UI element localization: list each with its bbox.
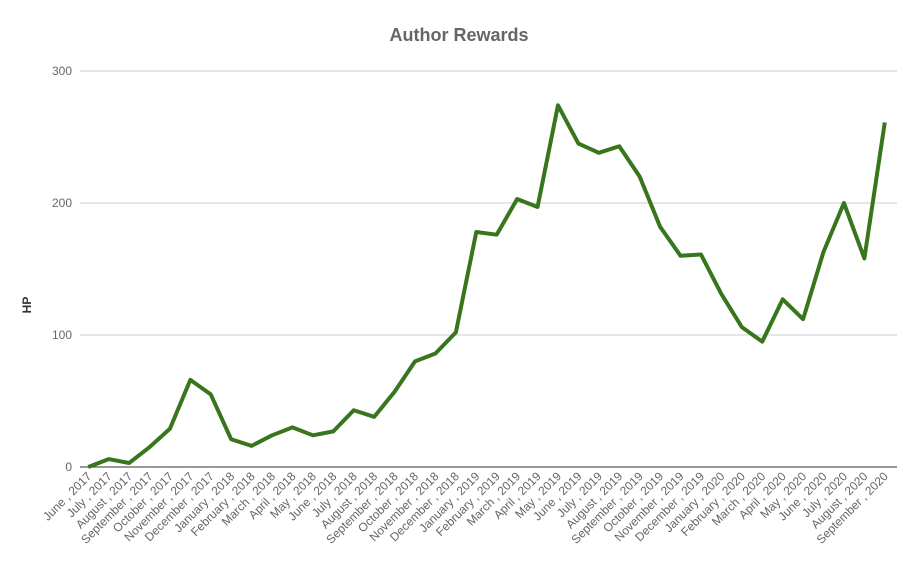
- y-tick-label: 100: [52, 328, 72, 342]
- y-tick-label: 300: [52, 64, 72, 78]
- y-tick-label: 0: [65, 460, 72, 474]
- chart-title: Author Rewards: [389, 25, 528, 45]
- y-tick-label: 200: [52, 196, 72, 210]
- y-axis-label: HP: [20, 297, 34, 314]
- data-line: [87, 103, 887, 469]
